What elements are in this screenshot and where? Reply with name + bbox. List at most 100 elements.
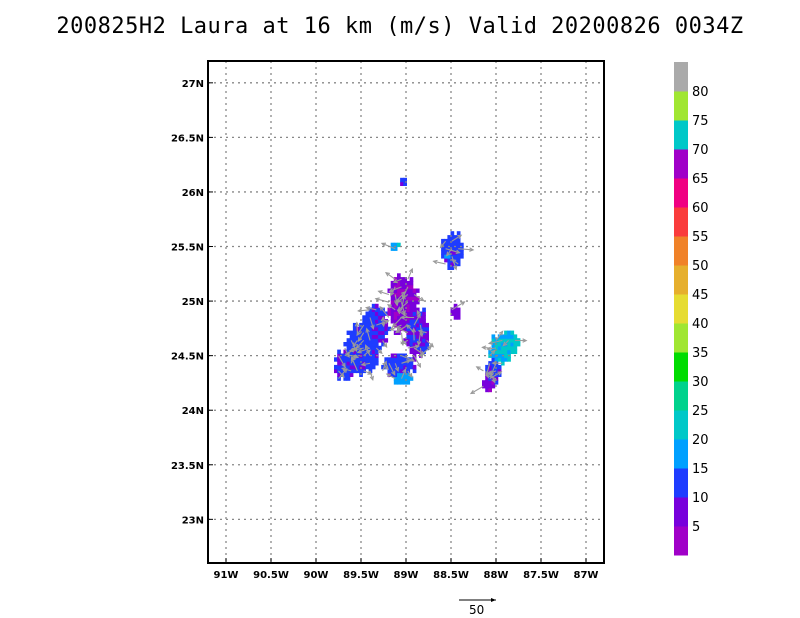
wind-speed-cell <box>374 361 379 366</box>
wind-vector <box>387 304 396 311</box>
wind-speed-cell <box>340 353 344 358</box>
wind-speed-cell <box>415 319 420 324</box>
wind-speed-cell <box>397 277 401 282</box>
y-tick-label: 24N <box>182 406 204 417</box>
wind-speed-cell <box>497 345 502 351</box>
wind-vector-head <box>394 366 400 373</box>
wind-speed-cell <box>412 296 417 301</box>
wind-vector <box>392 317 402 327</box>
wind-speed-cell <box>444 238 448 244</box>
wind-speed-cell <box>406 364 411 370</box>
colorbar-bin <box>674 62 688 92</box>
wind-speed-cell <box>450 311 455 316</box>
wind-speed-cell <box>378 330 382 335</box>
wind-speed-cell <box>368 338 373 343</box>
wind-speed-cell <box>390 246 395 251</box>
colorbar-bin <box>674 236 688 266</box>
wind-speed-cell <box>403 380 407 385</box>
wind-speed-cell <box>419 315 423 320</box>
wind-speed-cell <box>393 277 398 282</box>
wind-speed-cell <box>362 322 366 328</box>
wind-vector <box>400 369 407 379</box>
wind-vector-head <box>377 349 383 355</box>
wind-speed-cell <box>362 345 366 351</box>
wind-speed-cell <box>453 307 458 312</box>
colorbar-label: 35 <box>692 346 709 361</box>
wind-speed-cell <box>419 338 423 343</box>
wind-speed-cell <box>387 372 392 377</box>
wind-vector-head <box>491 378 496 384</box>
wind-speed-cell <box>349 334 354 339</box>
wind-speed-cell <box>400 280 404 286</box>
wind-vector <box>366 307 377 311</box>
wind-vector-head <box>364 344 369 350</box>
wind-speed-cell <box>397 319 401 324</box>
wind-speed-cell <box>378 322 382 328</box>
wind-speed-cell <box>409 330 414 335</box>
wind-speed-cell <box>340 368 344 374</box>
wind-speed-cell <box>415 296 420 301</box>
wind-speed-cell <box>447 261 452 267</box>
wind-speed-cell <box>378 334 382 339</box>
wind-speed-cell <box>415 345 420 351</box>
wind-vector <box>451 234 462 242</box>
wind-speed-cell <box>381 342 385 347</box>
wind-speed-cell <box>453 254 458 259</box>
wind-vector <box>451 256 457 270</box>
wind-speed-cell <box>497 349 502 354</box>
wind-speed-cell <box>422 338 426 343</box>
wind-speed-cell <box>406 296 411 301</box>
wind-speed-cell <box>406 280 411 286</box>
wind-speed-cell <box>371 311 376 316</box>
wind-speed-cell <box>374 349 379 354</box>
wind-speed-cell <box>409 307 414 312</box>
wind-speed-cell <box>334 364 338 370</box>
wind-speed-cell <box>412 357 417 362</box>
wind-speed-cell <box>352 338 357 343</box>
wind-speed-cell <box>349 330 354 335</box>
wind-speed-cell <box>371 353 376 358</box>
wind-vector <box>487 347 497 350</box>
colorbar-label: 60 <box>692 201 709 216</box>
wind-vector <box>338 355 346 368</box>
wind-speed-cell <box>491 364 496 370</box>
wind-vector-head <box>489 371 495 378</box>
wind-vector-head <box>399 315 406 320</box>
wind-speed-cell <box>393 315 398 320</box>
wind-speed-cell <box>412 349 417 354</box>
wind-speed-cell <box>393 284 398 290</box>
wind-speed-cell <box>456 261 461 267</box>
wind-vector-head <box>374 297 380 302</box>
wind-speed-cell <box>415 338 420 343</box>
wind-speed-cell <box>403 303 407 309</box>
wind-vector <box>375 347 383 354</box>
wind-speed-cell <box>485 368 489 374</box>
wind-vector <box>407 345 419 349</box>
colorbar-label: 80 <box>692 85 709 100</box>
wind-vector-head <box>486 346 492 351</box>
wind-speed-cell <box>337 349 341 354</box>
wind-speed-cell <box>500 361 505 366</box>
wind-speed-cell <box>497 342 502 347</box>
wind-speed-cell <box>453 250 458 255</box>
wind-speed-cell <box>447 238 452 244</box>
colorbar: 5 10 15 20 25 30 35 40 45 50 55 60 65 70 75 80 <box>674 62 709 556</box>
wind-speed-cell <box>412 368 417 374</box>
colorbar-label: 15 <box>692 462 709 477</box>
wind-speed-cell <box>352 364 357 370</box>
wind-vector-head <box>469 247 475 252</box>
wind-speed-cell <box>412 326 417 332</box>
x-tick-label: 88.5W <box>433 570 469 581</box>
wind-speed-cell <box>371 364 376 370</box>
wind-vector <box>388 363 396 375</box>
wind-speed-cell <box>494 380 499 385</box>
wind-speed-cell <box>371 334 376 339</box>
wind-vector-head <box>381 322 386 328</box>
wind-vector-head <box>453 265 458 271</box>
wind-vector <box>385 272 396 280</box>
wind-speed-cell <box>352 330 357 335</box>
wind-speed-cell <box>384 322 389 328</box>
wind-speed-cell <box>441 246 445 251</box>
wind-speed-cell <box>362 315 366 320</box>
wind-speed-cell <box>460 254 464 259</box>
